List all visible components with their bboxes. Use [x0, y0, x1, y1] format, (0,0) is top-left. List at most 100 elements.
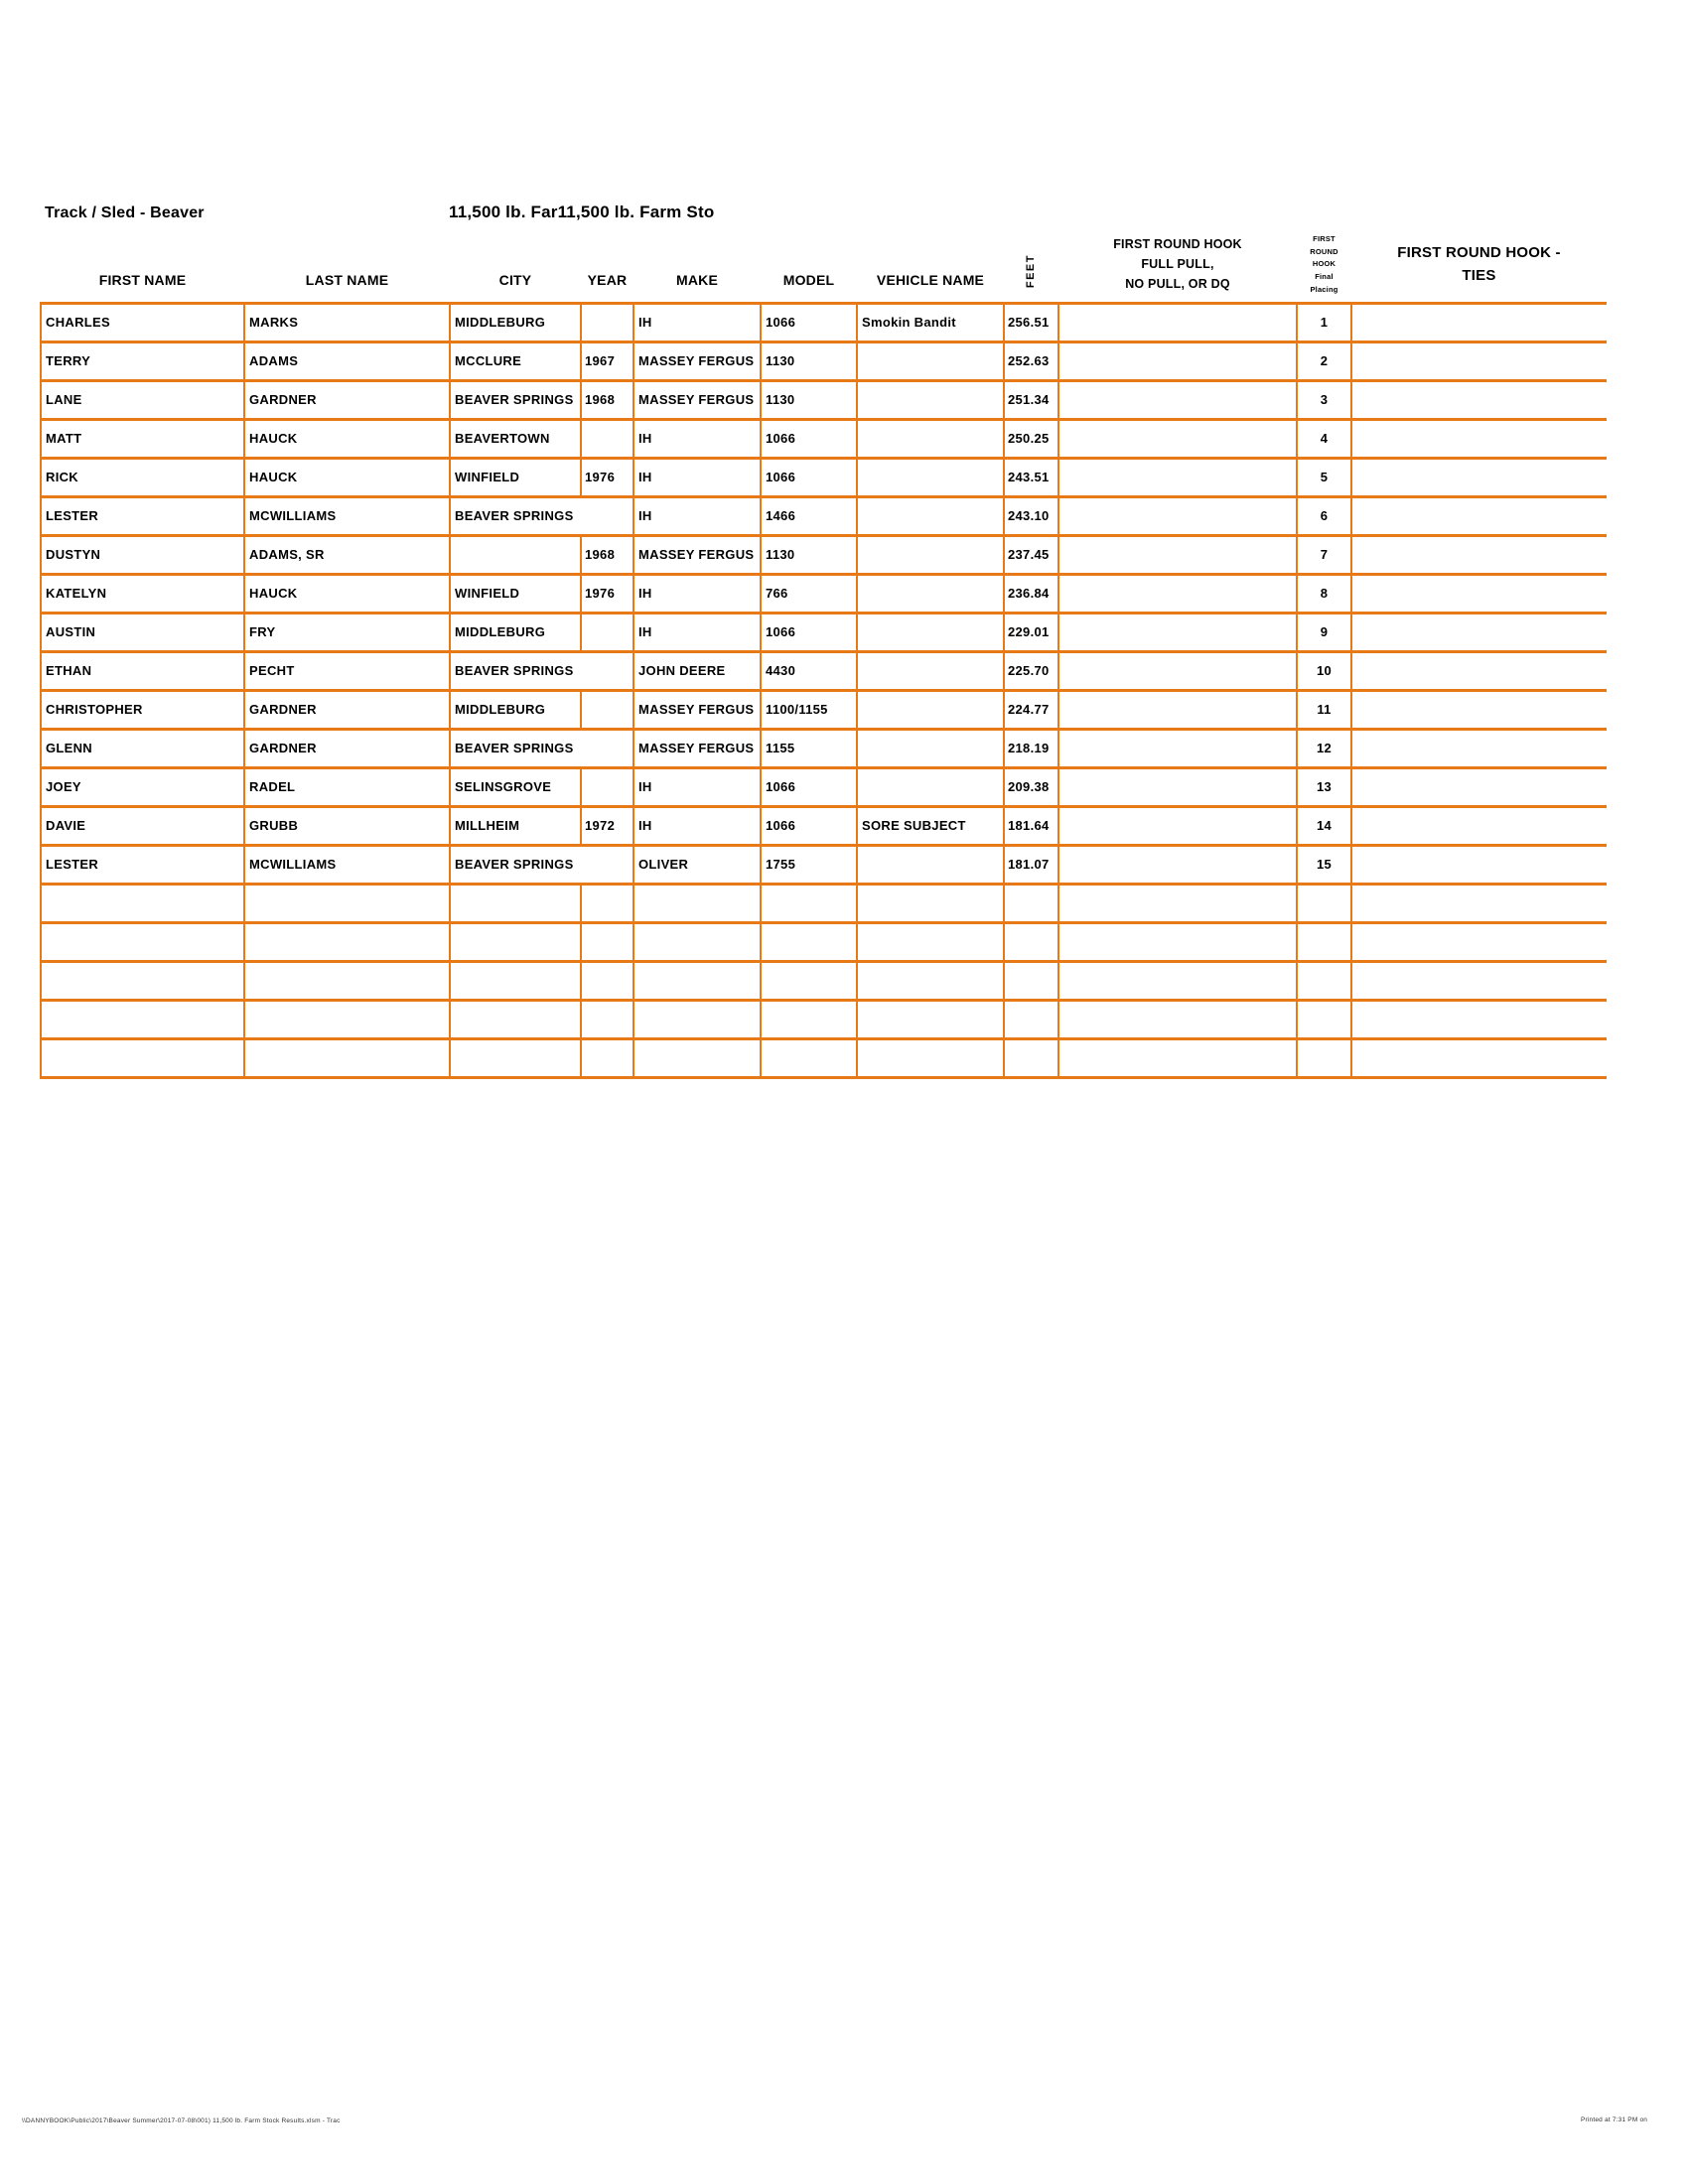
table-row: DAVIE GRUBB MILLHEIM 1972 IH 1066 SORE SUBJECT… — [40, 804, 1607, 847]
cell-first-name: MATT — [40, 417, 245, 460]
cell-make — [633, 998, 762, 1040]
cell-feet: 252.63 — [1003, 340, 1059, 382]
table-row — [40, 998, 1607, 1040]
cell-model: 1130 — [760, 378, 858, 421]
cell-city: MIDDLEBURG — [449, 688, 582, 731]
cell-city — [449, 920, 582, 963]
cell-ties — [1350, 649, 1607, 692]
cell-last-name: ADAMS, SR — [243, 533, 451, 576]
cell-make: IH — [633, 804, 762, 847]
cell-make: IH — [633, 611, 762, 653]
cell-first-name — [40, 959, 245, 1002]
cell-feet: 250.25 — [1003, 417, 1059, 460]
col-header-make: MAKE — [675, 272, 719, 289]
cell-vehicle-name — [856, 533, 1005, 576]
col-header-vehicle-name: VEHICLE NAME — [876, 272, 985, 289]
cell-make: IH — [633, 301, 762, 343]
cell-ties — [1350, 494, 1607, 537]
cell-last-name: HAUCK — [243, 456, 451, 498]
cell-first-round-hook-result — [1057, 727, 1298, 769]
cell-first-name: RICK — [40, 456, 245, 498]
table-row: MATT HAUCK BEAVERTOWN IH 1066 250.25 4 — [40, 417, 1607, 460]
cell-city: WINFIELD — [449, 456, 582, 498]
table-row: JOEY RADEL SELINSGROVE IH 1066 209.38 13 — [40, 765, 1607, 808]
cell-city-year-merged: BEAVER SPRINGS — [449, 843, 634, 886]
cell-ties — [1350, 920, 1607, 963]
cell-first-name: DUSTYN — [40, 533, 245, 576]
cell-city: MILLHEIM — [449, 804, 582, 847]
cell-last-name: MCWILLIAMS — [243, 843, 451, 886]
cell-city — [449, 882, 582, 924]
cell-city: WINFIELD — [449, 572, 582, 614]
cell-model: 1755 — [760, 843, 858, 886]
table-row: CHARLES MARKS MIDDLEBURG IH 1066 Smokin Bandi… — [40, 301, 1607, 343]
cell-model: 1066 — [760, 765, 858, 808]
table-row: TERRY ADAMS MCCLURE 1967 MASSEY FERGUS 1130 25… — [40, 340, 1607, 382]
cell-feet: 236.84 — [1003, 572, 1059, 614]
table-row: KATELYN HAUCK WINFIELD 1976 IH 766 236.84 8 — [40, 572, 1607, 614]
cell-first-name — [40, 920, 245, 963]
cell-model: 1066 — [760, 456, 858, 498]
cell-year — [580, 998, 634, 1040]
cell-city: BEAVER SPRINGS — [449, 378, 582, 421]
cell-first-name: LESTER — [40, 843, 245, 886]
cell-first-round-hook-result — [1057, 959, 1298, 1002]
cell-year — [580, 611, 634, 653]
cell-first-round-hook-result — [1057, 456, 1298, 498]
cell-year: 1968 — [580, 533, 634, 576]
cell-first-round-hook-result — [1057, 494, 1298, 537]
cell-vehicle-name — [856, 765, 1005, 808]
cell-ties — [1350, 1036, 1607, 1079]
col-header-city: CITY — [498, 272, 532, 289]
cell-first-name: DAVIE — [40, 804, 245, 847]
cell-vehicle-name — [856, 340, 1005, 382]
cell-final-placing: 10 — [1296, 649, 1352, 692]
cell-feet: 209.38 — [1003, 765, 1059, 808]
cell-vehicle-name — [856, 959, 1005, 1002]
cell-make — [633, 882, 762, 924]
cell-make — [633, 920, 762, 963]
col-header-year: YEAR — [587, 272, 628, 289]
cell-model — [760, 882, 858, 924]
cell-final-placing — [1296, 998, 1352, 1040]
cell-ties — [1350, 611, 1607, 653]
cell-make — [633, 959, 762, 1002]
cell-first-round-hook-result — [1057, 611, 1298, 653]
cell-model: 1066 — [760, 611, 858, 653]
cell-city — [449, 1036, 582, 1079]
cell-last-name: MCWILLIAMS — [243, 494, 451, 537]
cell-feet — [1003, 959, 1059, 1002]
cell-vehicle-name — [856, 727, 1005, 769]
cell-model: 1100/1155 — [760, 688, 858, 731]
cell-first-round-hook-result — [1057, 882, 1298, 924]
table-row: DUSTYN ADAMS, SR 1968 MASSEY FERGUS 1130 237.… — [40, 533, 1607, 576]
cell-first-name: ETHAN — [40, 649, 245, 692]
cell-ties — [1350, 340, 1607, 382]
cell-vehicle-name: Smokin Bandit — [856, 301, 1005, 343]
cell-model: 766 — [760, 572, 858, 614]
cell-make: IH — [633, 494, 762, 537]
cell-year: 1972 — [580, 804, 634, 847]
table-row: ETHAN PECHT BEAVER SPRINGS JOHN DEERE 4430 22… — [40, 649, 1607, 692]
cell-final-placing: 6 — [1296, 494, 1352, 537]
cell-vehicle-name — [856, 1036, 1005, 1079]
cell-make: IH — [633, 456, 762, 498]
cell-first-name: JOEY — [40, 765, 245, 808]
cell-first-name: GLENN — [40, 727, 245, 769]
cell-first-round-hook-result — [1057, 1036, 1298, 1079]
cell-ties — [1350, 533, 1607, 576]
class-title: 11,500 lb. Far11,500 lb. Farm Sto — [449, 203, 715, 221]
cell-year — [580, 882, 634, 924]
cell-first-name — [40, 882, 245, 924]
cell-first-name: TERRY — [40, 340, 245, 382]
cell-last-name: RADEL — [243, 765, 451, 808]
cell-ties — [1350, 688, 1607, 731]
cell-model — [760, 1036, 858, 1079]
cell-ties — [1350, 572, 1607, 614]
cell-last-name: GARDNER — [243, 688, 451, 731]
cell-final-placing: 1 — [1296, 301, 1352, 343]
col-header-first-round-hook: FIRST ROUND HOOK FULL PULL, NO PULL, OR … — [1113, 236, 1242, 291]
cell-feet — [1003, 998, 1059, 1040]
cell-final-placing: 15 — [1296, 843, 1352, 886]
cell-city: MCCLURE — [449, 340, 582, 382]
